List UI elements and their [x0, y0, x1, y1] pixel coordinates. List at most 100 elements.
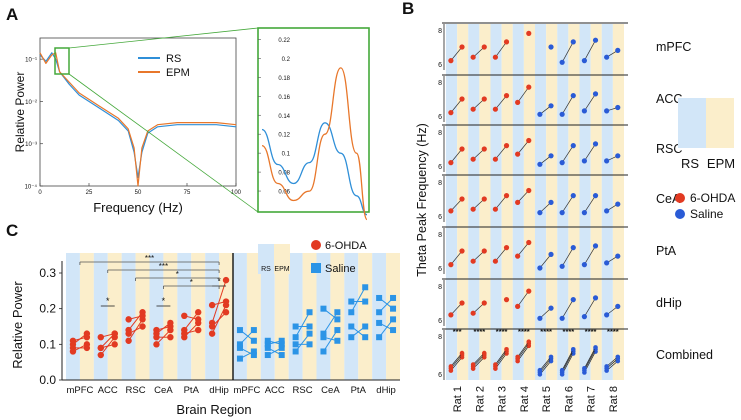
power-epm-point — [111, 341, 118, 348]
theta-ytick-8: 8 — [438, 130, 442, 137]
theta-epm-point — [459, 248, 465, 254]
spectrum-x-tick-label: 50 — [135, 190, 142, 196]
theta-combined-epm-point — [548, 354, 554, 360]
theta-rs-point — [448, 110, 454, 116]
theta-rs-point — [604, 260, 610, 266]
power-rs-point — [376, 309, 383, 316]
theta-combined-rs-point — [559, 367, 565, 373]
theta-rat-label: Rat 2 — [474, 386, 486, 412]
theta-epm-point — [615, 104, 621, 111]
power-epm-point — [167, 334, 174, 341]
power-x-tick-label: RSC — [293, 385, 313, 396]
c-legend-rs-label: RS — [261, 266, 271, 273]
inset-lines — [261, 67, 368, 221]
theta-combined-line — [539, 356, 552, 371]
power-rs-point — [376, 294, 383, 301]
theta-rs-stripe — [579, 24, 591, 380]
power-epm-point — [83, 341, 91, 348]
power-epm-point — [222, 276, 230, 284]
theta-rs-point — [470, 156, 476, 162]
theta-rs-point — [604, 54, 610, 60]
theta-rs-stripe — [601, 24, 613, 380]
power-rs-point — [236, 355, 243, 362]
theta-combined-rs-point — [604, 364, 609, 369]
theta-epm-point — [570, 143, 576, 149]
theta-rat-label: Rat 1 — [452, 386, 464, 412]
theta-rs-point — [492, 106, 498, 112]
power-epm-point — [306, 330, 313, 337]
power-y-tick-label: 0.0 — [39, 373, 56, 387]
power-rs-point — [320, 348, 327, 355]
theta-combined-epm-point — [504, 347, 509, 352]
power-rs-point — [181, 326, 188, 334]
theta-rs-point — [581, 58, 587, 64]
power-y-tick-label: 0.1 — [39, 337, 56, 351]
theta-ytick-6: 6 — [438, 164, 442, 171]
theta-combined-epm-point — [615, 354, 621, 360]
theta-significance-stars: **** — [607, 327, 619, 336]
theta-rs-point — [604, 312, 610, 318]
theta-epm-point — [503, 193, 510, 199]
theta-region-label: ACC — [656, 92, 682, 106]
theta-rs-point — [515, 151, 521, 157]
power-epm-stripe — [358, 253, 373, 380]
panel-c: C 0.3 0.2 0.1 0.0 mPFC ACC RSC CeA PtA dHip mPFC AC… — [6, 221, 400, 417]
power-rs-stripe — [288, 253, 303, 380]
power-x-tick-label: PtA — [184, 385, 200, 396]
c-legend-6ohda-marker — [311, 240, 321, 250]
theta-region-label: PtA — [656, 244, 677, 258]
power-epm-point — [222, 298, 230, 305]
theta-pair-line — [450, 98, 463, 113]
theta-combined-line — [561, 351, 574, 373]
theta-rs-point — [448, 208, 454, 214]
theta-pair-line — [561, 195, 574, 213]
power-rs-point — [236, 341, 243, 348]
power-x-tick-label: ACC — [265, 385, 285, 396]
power-rs-point — [208, 319, 216, 327]
panel-a-label: A — [6, 5, 18, 24]
theta-ytick-8: 8 — [438, 180, 442, 187]
theta-combined-epm-point — [526, 339, 532, 345]
power-epm-stripe — [274, 253, 289, 380]
theta-epm-stripe — [457, 24, 469, 380]
theta-significance-stars: *** — [453, 327, 462, 336]
theta-rs-point — [515, 303, 521, 309]
theta-combined-line — [517, 341, 530, 358]
theta-rs-point — [470, 206, 476, 212]
power-rs-point — [208, 330, 216, 337]
legend-saline-marker — [675, 209, 685, 219]
power-epm-point — [111, 330, 118, 337]
theta-pair-line — [450, 148, 463, 163]
theta-epm-point — [592, 37, 599, 43]
power-rs-point — [348, 309, 355, 316]
pair-star: * — [162, 296, 166, 306]
theta-ytick-6: 6 — [438, 266, 442, 273]
power-epm-stripe — [79, 253, 94, 380]
zoom-connector-bottom — [68, 73, 259, 213]
power-background-stripes — [66, 253, 400, 380]
theta-rat-labels: Rat 1 Rat 2 Rat 3 Rat 4 Rat 5 Rat 6 Rat 7 Rat 8 — [452, 386, 620, 412]
power-rs-point — [348, 334, 355, 341]
power-x-tick-label: dHip — [209, 385, 229, 396]
power-rs-point — [236, 327, 243, 334]
theta-pair-line — [517, 242, 530, 257]
spectrum-plot-frame — [39, 37, 237, 187]
theta-pair-line — [584, 195, 596, 213]
spectrum-zoom-box — [54, 47, 70, 75]
inset-y-tick-label: 0.2 — [282, 57, 291, 63]
theta-epm-point — [481, 96, 487, 102]
panel-b-label: B — [402, 0, 414, 18]
power-epm-stripe — [107, 253, 122, 380]
theta-rs-point — [559, 315, 565, 321]
theta-region-label: dHip — [656, 296, 682, 310]
power-epm-point — [334, 316, 341, 323]
power-epm-point — [390, 305, 397, 312]
theta-combined-epm-point — [459, 350, 465, 356]
power-rs-point — [125, 316, 132, 323]
power-epm-point — [195, 316, 202, 323]
theta-epm-point — [592, 91, 599, 97]
theta-epm-point — [548, 251, 554, 257]
power-rs-point — [264, 344, 271, 351]
power-rs-stripe — [205, 253, 220, 380]
